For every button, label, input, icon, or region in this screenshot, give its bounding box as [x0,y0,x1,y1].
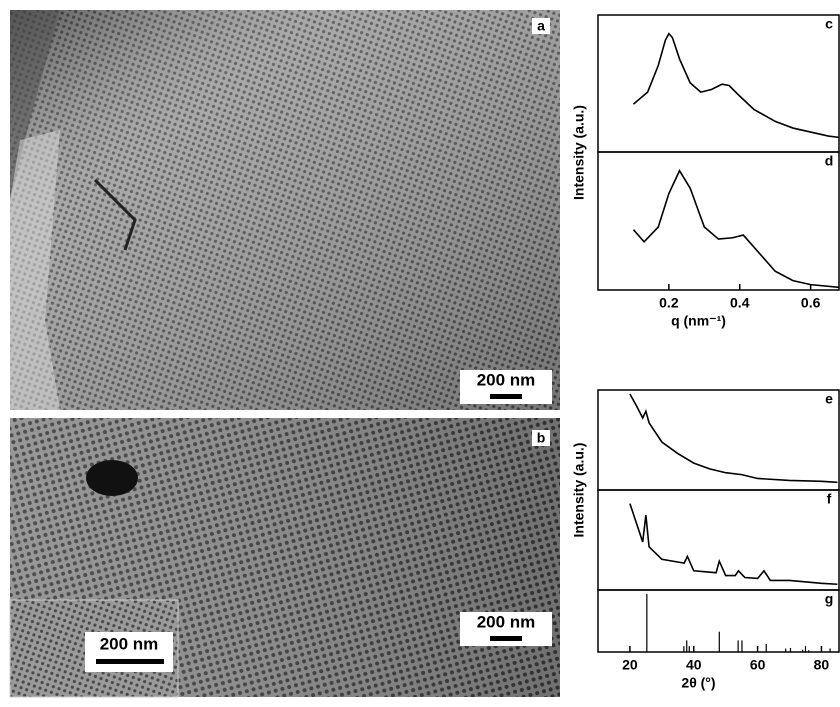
panel-label-box [821,492,837,507]
panel-label-box [821,17,837,32]
x-tick-label: 20 [622,657,638,673]
plot-frame [597,389,840,491]
x-tick-label: 0.4 [730,295,750,311]
panel-label: d [825,153,834,169]
x-tick-label: 60 [750,657,766,673]
x-axis-label: 2θ (°) [681,675,715,691]
inset-scale-bar-label: 200 nm [100,634,159,653]
scale-bar [490,394,522,399]
curve [632,169,840,289]
panel-label-box [532,18,550,34]
panel-label-box [821,154,837,169]
plot-frame [597,151,840,291]
y-axis-label: Intensity (a.u.) [571,105,587,200]
plot-frame [597,14,840,153]
scale-bar [96,659,164,664]
panel-label-box [532,430,550,446]
x-tick-label: 0.2 [659,295,679,311]
scale-bar-box [85,632,173,672]
plot-frame [597,589,840,653]
x-tick-label: 40 [686,657,702,673]
x-axis-label: q (nm⁻¹) [671,313,726,329]
x-tick-label: 0.6 [801,295,821,311]
curve [629,503,838,586]
scale-bar-label: 200 nm [477,612,536,631]
plot-frame [597,489,840,591]
y-axis-label: Intensity (a.u.) [571,443,587,538]
sem-image-a [10,10,560,410]
panel-label: e [825,391,833,407]
panel-label: g [825,591,834,607]
panel-label: f [827,491,832,507]
curve [629,393,838,484]
scale-bar-label: 200 nm [477,370,536,389]
panel-label: c [825,16,833,32]
panel-label-box [821,392,837,407]
x-tick-label: 80 [814,657,830,673]
panel-label: b [537,430,546,446]
panel-label-box [821,592,837,607]
panel-label: a [537,18,545,34]
scale-bar [490,636,522,641]
curve [632,32,840,139]
